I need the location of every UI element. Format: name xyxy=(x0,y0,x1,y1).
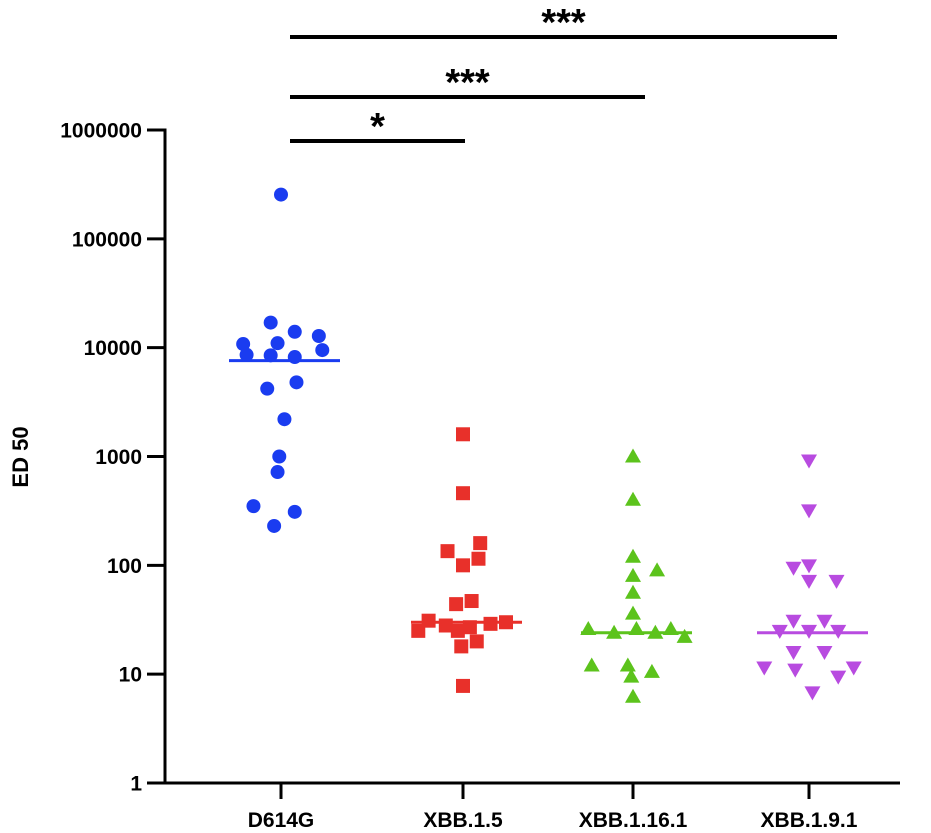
data-point-d614g xyxy=(236,337,251,352)
data-point-d614g xyxy=(289,375,304,390)
significance-label: * xyxy=(370,106,385,148)
data-point-xbb-1-16-1 xyxy=(625,605,641,620)
data-point-d614g xyxy=(311,328,326,343)
data-point-xbb-1-16-1 xyxy=(583,657,600,672)
x-tick-label: XBB.1.5 xyxy=(423,809,503,832)
data-point-xbb-1-9-1 xyxy=(816,645,833,660)
data-point-xbb-1-9-1 xyxy=(801,574,817,589)
data-point-xbb-1-5 xyxy=(456,558,470,573)
x-tick-label: XBB.1.9.1 xyxy=(761,809,858,832)
data-point-d614g xyxy=(315,343,330,358)
y-tick-label: 100000 xyxy=(72,228,142,251)
data-point-xbb-1-5 xyxy=(469,634,484,649)
data-point-xbb-1-9-1 xyxy=(804,686,821,701)
data-point-xbb-1-16-1 xyxy=(625,584,641,599)
y-tick-label: 1000000 xyxy=(60,120,142,143)
data-point-xbb-1-16-1 xyxy=(623,668,640,683)
x-tick-label: D614G xyxy=(248,809,315,832)
data-point-xbb-1-9-1 xyxy=(845,661,862,676)
data-point-d614g xyxy=(270,465,285,480)
data-point-xbb-1-16-1 xyxy=(625,688,641,703)
data-point-xbb-1-16-1 xyxy=(649,562,666,577)
y-tick-label: 1 xyxy=(130,773,142,796)
data-point-xbb-1-16-1 xyxy=(625,448,641,463)
y-tick-label: 10000 xyxy=(84,337,142,360)
data-point-xbb-1-9-1 xyxy=(785,645,802,660)
data-point-xbb-1-16-1 xyxy=(625,548,641,563)
data-point-xbb-1-9-1 xyxy=(801,504,817,519)
data-point-d614g xyxy=(287,504,302,519)
y-tick-label: 1000 xyxy=(95,446,142,469)
data-point-xbb-1-5 xyxy=(411,623,426,638)
data-point-d614g xyxy=(272,449,287,464)
data-point-d614g xyxy=(246,499,261,514)
data-point-xbb-1-5 xyxy=(438,618,453,633)
data-point-xbb-1-5 xyxy=(464,594,479,609)
data-points xyxy=(236,187,862,703)
data-point-xbb-1-9-1 xyxy=(816,614,833,629)
y-axis-title: ED 50 xyxy=(8,426,33,487)
data-point-d614g xyxy=(260,381,275,396)
data-point-xbb-1-5 xyxy=(454,639,469,654)
data-point-xbb-1-9-1 xyxy=(830,670,847,685)
y-axis: 1 10 100 1000 10000 100000 1000000 xyxy=(60,120,167,796)
data-point-xbb-1-5 xyxy=(449,597,464,612)
data-point-xbb-1-5 xyxy=(471,551,486,566)
data-point-xbb-1-9-1 xyxy=(785,614,802,629)
x-axis: D614G XBB.1.5 XBB.1.16.1 XBB.1.9.1 xyxy=(163,781,900,832)
data-point-xbb-1-5 xyxy=(456,486,470,501)
data-point-xbb-1-9-1 xyxy=(828,574,845,589)
data-point-xbb-1-9-1 xyxy=(787,663,804,678)
data-point-d614g xyxy=(270,336,285,351)
data-point-xbb-1-16-1 xyxy=(625,567,641,582)
significance-brackets: ******* xyxy=(290,2,837,148)
data-point-xbb-1-5 xyxy=(456,427,470,442)
x-tick-label: XBB.1.16.1 xyxy=(579,809,688,832)
data-point-xbb-1-5 xyxy=(473,536,488,551)
data-point-d614g xyxy=(287,324,302,339)
data-point-xbb-1-16-1 xyxy=(676,628,693,643)
data-point-d614g xyxy=(263,348,278,363)
y-tick-label: 10 xyxy=(119,664,142,687)
data-point-xbb-1-9-1 xyxy=(785,561,802,576)
data-point-d614g xyxy=(277,412,292,427)
data-point-xbb-1-16-1 xyxy=(625,491,641,506)
data-point-xbb-1-16-1 xyxy=(619,657,636,672)
data-point-d614g xyxy=(239,347,254,362)
data-point-d614g xyxy=(267,518,282,533)
data-point-xbb-1-9-1 xyxy=(801,454,817,469)
data-point-xbb-1-5 xyxy=(456,678,470,693)
y-tick-label: 100 xyxy=(107,555,142,578)
data-point-xbb-1-5 xyxy=(450,623,465,638)
significance-label: *** xyxy=(445,62,490,104)
data-point-d614g xyxy=(274,187,288,202)
data-point-xbb-1-5 xyxy=(440,544,455,559)
data-point-xbb-1-16-1 xyxy=(643,663,660,678)
data-point-d614g xyxy=(263,315,278,330)
median-lines xyxy=(229,359,868,635)
data-point-xbb-1-9-1 xyxy=(801,559,817,574)
data-point-xbb-1-5 xyxy=(483,616,498,631)
data-point-xbb-1-9-1 xyxy=(756,661,773,676)
significance-label: *** xyxy=(541,2,586,44)
